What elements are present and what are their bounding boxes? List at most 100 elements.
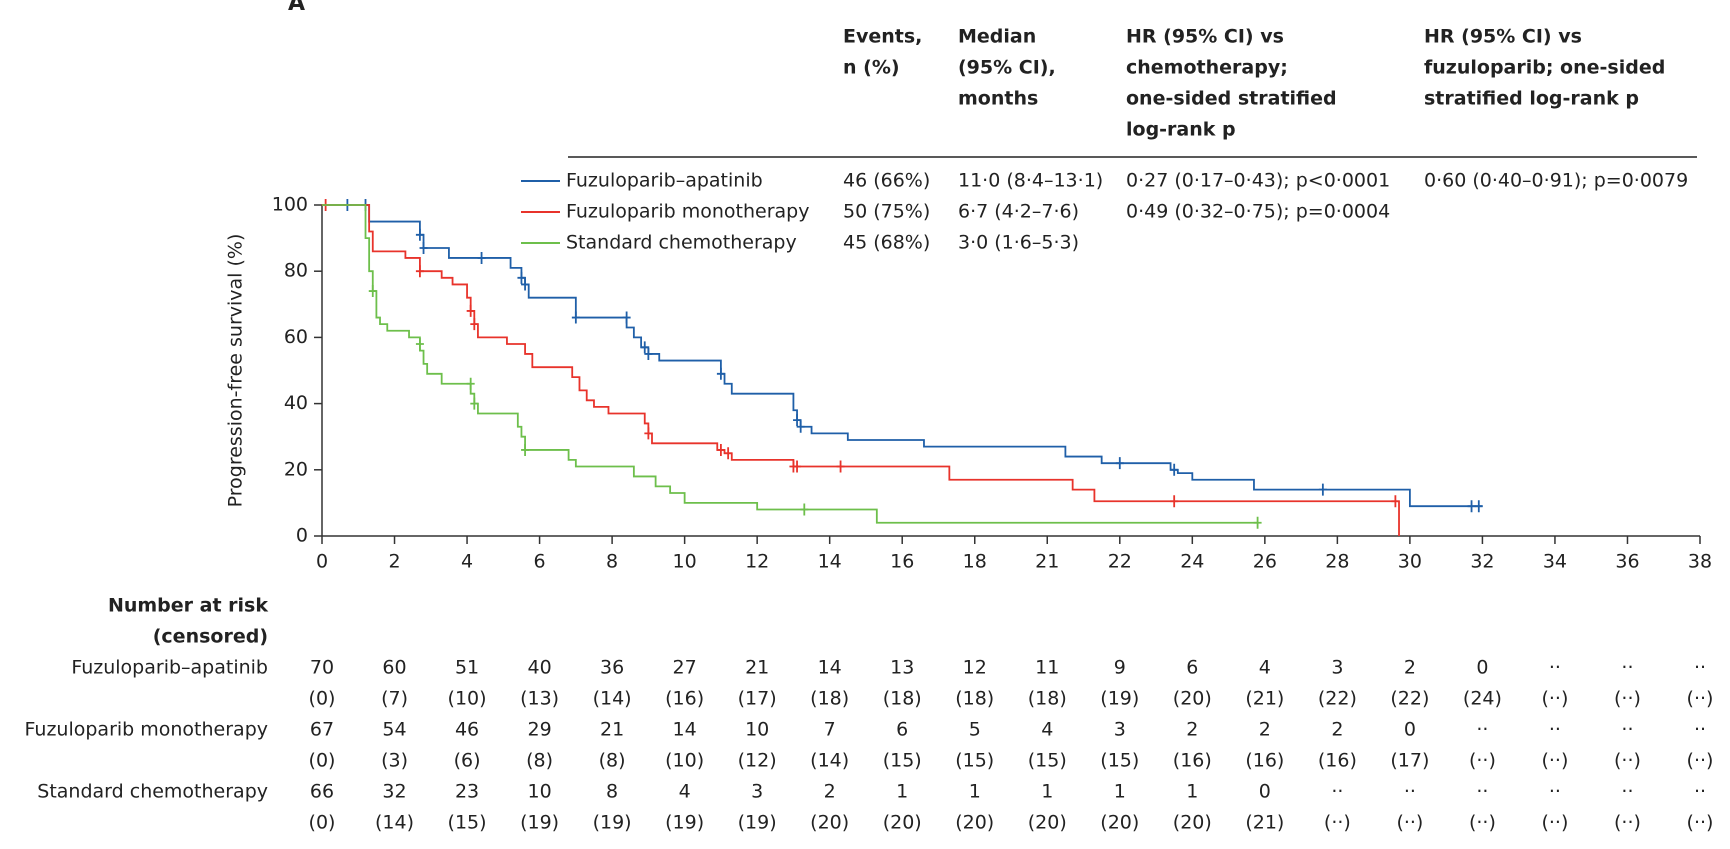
table-cell: 0·27 (0·17–0·43); p<0·0001 (1126, 170, 1390, 192)
at-risk: 29 (527, 719, 551, 741)
censor-mark (836, 460, 845, 473)
censored-count: (14) (593, 688, 632, 710)
censored-count: (20) (810, 812, 849, 834)
at-risk: 3 (751, 781, 763, 803)
legend-label: Fuzuloparib monotherapy (566, 201, 809, 223)
censor-mark (466, 377, 475, 390)
at-risk: ·· (1621, 781, 1633, 803)
x-tick-label: 14 (818, 551, 842, 573)
x-tick-label: 32 (1470, 551, 1494, 573)
censored-count: (··) (1614, 750, 1641, 772)
x-tick-label: 22 (1108, 551, 1132, 573)
censor-mark (1170, 495, 1179, 508)
censor-mark (477, 251, 486, 264)
column-header: HR (95% CI) vs (1424, 26, 1582, 48)
at-risk: 6 (1186, 657, 1198, 679)
censored-count: (16) (1318, 750, 1357, 772)
at-risk: 67 (310, 719, 334, 741)
censor-mark (419, 242, 428, 255)
column-header: fuzuloparib; one-sided (1424, 57, 1665, 79)
at-risk: 14 (673, 719, 697, 741)
censor-mark (622, 311, 631, 324)
x-tick-label: 18 (963, 551, 987, 573)
risk-row-label: Fuzuloparib–apatinib (71, 657, 268, 679)
censored-count: (··) (1469, 812, 1496, 834)
table-cell: 0·60 (0·40–0·91); p=0·0079 (1424, 170, 1688, 192)
at-risk: 8 (606, 781, 618, 803)
at-risk: 2 (1259, 719, 1271, 741)
censor-mark (1170, 463, 1179, 476)
censor-mark (466, 304, 475, 317)
at-risk: 10 (527, 781, 551, 803)
y-tick-label: 40 (284, 392, 308, 414)
x-tick-label: 0 (316, 551, 328, 573)
at-risk: 1 (969, 781, 981, 803)
legend-label: Fuzuloparib–apatinib (566, 170, 763, 192)
x-tick-label: 4 (461, 551, 473, 573)
censored-count: (0) (309, 812, 336, 834)
at-risk: 3 (1114, 719, 1126, 741)
censored-count: (18) (1028, 688, 1067, 710)
censor-mark (716, 443, 725, 456)
censored-count: (20) (883, 812, 922, 834)
at-risk: 5 (969, 719, 981, 741)
censor-mark (1115, 457, 1124, 470)
x-tick-label: 21 (1035, 551, 1059, 573)
censored-count: (22) (1390, 688, 1429, 710)
at-risk: 3 (1331, 657, 1343, 679)
censored-count: (18) (955, 688, 994, 710)
legend-label: Standard chemotherapy (566, 232, 797, 254)
at-risk: 40 (527, 657, 551, 679)
censored-count: (21) (1245, 812, 1284, 834)
censored-count: (··) (1687, 750, 1714, 772)
at-risk: ·· (1549, 657, 1561, 679)
table-cell: 3·0 (1·6–5·3) (958, 232, 1079, 254)
censored-count: (17) (738, 688, 777, 710)
censored-count: (20) (955, 812, 994, 834)
x-tick-label: 12 (745, 551, 769, 573)
censored-count: (8) (599, 750, 626, 772)
censored-count: (··) (1469, 750, 1496, 772)
at-risk: 66 (310, 781, 334, 803)
censored-count: (19) (593, 812, 632, 834)
censored-count: (19) (738, 812, 777, 834)
censor-mark (1467, 500, 1476, 513)
column-header: one-sided stratified (1126, 88, 1337, 110)
x-tick-label: 16 (890, 551, 914, 573)
table-cell: 6·7 (4·2–7·6) (958, 201, 1079, 223)
censored-count: (16) (1173, 750, 1212, 772)
at-risk: 60 (382, 657, 406, 679)
censored-count: (12) (738, 750, 777, 772)
censored-count: (18) (810, 688, 849, 710)
censored-count: (15) (955, 750, 994, 772)
at-risk: ·· (1694, 657, 1706, 679)
censored-count: (14) (810, 750, 849, 772)
x-tick-label: 34 (1543, 551, 1567, 573)
at-risk: 6 (896, 719, 908, 741)
y-tick-label: 80 (284, 260, 308, 282)
censor-mark (793, 414, 802, 427)
column-header: chemotherapy; (1126, 57, 1288, 79)
at-risk: 4 (1041, 719, 1053, 741)
censor-mark (1391, 495, 1400, 508)
censored-count: (0) (309, 750, 336, 772)
censored-count: (20) (1100, 812, 1139, 834)
at-risk: 1 (1186, 781, 1198, 803)
table-cell: 50 (75%) (843, 201, 930, 223)
censored-count: (14) (375, 812, 414, 834)
x-tick-label: 24 (1180, 551, 1204, 573)
x-tick-label: 38 (1688, 551, 1712, 573)
at-risk: 32 (382, 781, 406, 803)
column-header: HR (95% CI) vs (1126, 26, 1284, 48)
at-risk: 0 (1259, 781, 1271, 803)
censor-mark (521, 278, 530, 291)
censored-count: (16) (1245, 750, 1284, 772)
y-tick-label: 60 (284, 326, 308, 348)
censor-mark (571, 311, 580, 324)
at-risk: 9 (1114, 657, 1126, 679)
at-risk: 1 (896, 781, 908, 803)
x-tick-label: 10 (673, 551, 697, 573)
x-tick-label: 30 (1398, 551, 1422, 573)
at-risk: 4 (679, 781, 691, 803)
